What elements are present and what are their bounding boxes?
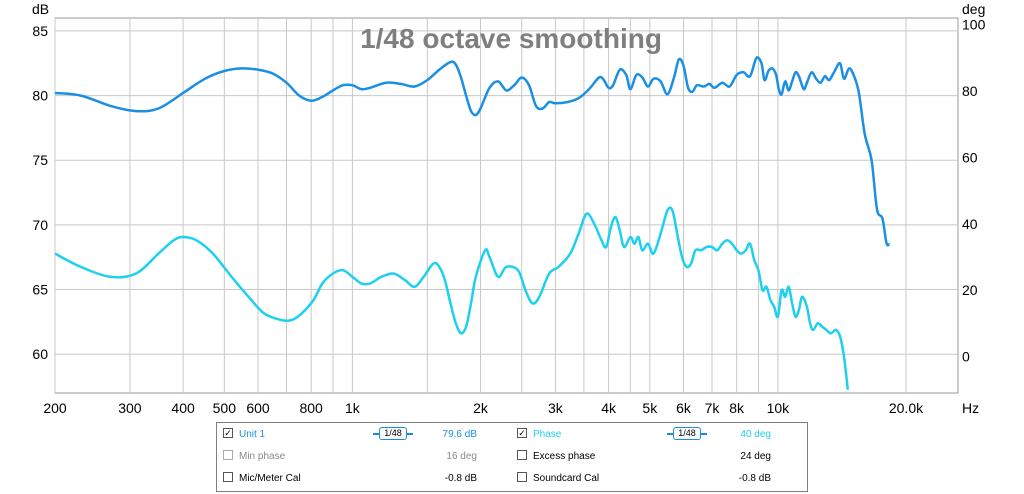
x-tick-label: 8k bbox=[729, 400, 745, 416]
x-tick-label: 2k bbox=[473, 400, 489, 416]
min-phase-checkbox[interactable] bbox=[223, 450, 233, 460]
unit1-checkbox[interactable]: ✓ bbox=[223, 428, 233, 438]
y-right-tick-label: 40 bbox=[962, 216, 978, 232]
legend-row: ✓ Unit 1 1/48 79.6 dB ✓ Phase 1/48 40 de… bbox=[217, 425, 807, 445]
legend-row: Min phase 16 deg Excess phase 24 deg bbox=[217, 447, 807, 467]
y-right-tick-label: 20 bbox=[962, 282, 978, 298]
x-tick-label: 10k bbox=[767, 400, 791, 416]
chart-title: 1/48 octave smoothing bbox=[360, 23, 662, 54]
x-tick-label: 500 bbox=[213, 400, 237, 416]
y-left-tick-label: 60 bbox=[32, 346, 48, 362]
x-tick-label: 5k bbox=[642, 400, 658, 416]
x-tick-label: 200 bbox=[43, 400, 67, 416]
soundcard-cal-checkbox[interactable] bbox=[517, 472, 527, 482]
y-left-tick-label: 70 bbox=[32, 217, 48, 233]
mic-meter-cal-value: -0.8 dB bbox=[444, 473, 477, 484]
phase-label: Phase bbox=[533, 429, 562, 440]
y-right-tick-label: 0 bbox=[962, 348, 970, 364]
x-tick-label: 300 bbox=[118, 400, 142, 416]
legend-panel: ✓ Unit 1 1/48 79.6 dB ✓ Phase 1/48 40 de… bbox=[216, 422, 808, 492]
x-tick-label: 3k bbox=[548, 400, 564, 416]
soundcard-cal-label: Soundcard Cal bbox=[533, 473, 600, 484]
legend-row: Mic/Meter Cal -0.8 dB Soundcard Cal -0.8… bbox=[217, 469, 807, 489]
x-tick-label: 600 bbox=[246, 400, 270, 416]
y-left-unit-label: dB bbox=[32, 1, 49, 17]
excess-phase-value: 24 deg bbox=[740, 451, 771, 462]
y-right-tick-label: 60 bbox=[962, 149, 978, 165]
phase-smoothing-button[interactable]: 1/48 bbox=[667, 427, 707, 440]
frequency-response-chart: 200 300 400 500 600 800 1k 2k 3k 4k 5k 6k 7k 8k 10k 20.… bbox=[32, 1, 986, 416]
excess-phase-label: Excess phase bbox=[533, 451, 596, 462]
plot-area bbox=[54, 17, 959, 394]
unit1-value: 79.6 dB bbox=[442, 429, 477, 440]
x-tick-label: 4k bbox=[601, 400, 617, 416]
min-phase-value: 16 deg bbox=[446, 451, 477, 462]
x-tick-label: 6k bbox=[676, 400, 692, 416]
x-tick-label: 7k bbox=[705, 400, 721, 416]
series-line-phase bbox=[55, 206, 850, 390]
x-tick-label: 800 bbox=[299, 400, 323, 416]
mic-meter-cal-label: Mic/Meter Cal bbox=[239, 473, 301, 484]
x-tick-label: 400 bbox=[171, 400, 195, 416]
excess-phase-checkbox[interactable] bbox=[517, 450, 527, 460]
y-right-unit-label: deg bbox=[962, 1, 985, 17]
x-tick-label: 1k bbox=[345, 400, 361, 416]
series-line-unit-1 bbox=[55, 56, 891, 247]
x-unit-label: Hz bbox=[962, 400, 979, 416]
unit1-smoothing-button[interactable]: 1/48 bbox=[373, 427, 413, 440]
y-left-tick-label: 80 bbox=[32, 88, 48, 104]
axes: 200 300 400 500 600 800 1k 2k 3k 4k 5k 6k 7k 8k 10k 20.… bbox=[32, 17, 985, 416]
phase-checkbox[interactable]: ✓ bbox=[517, 428, 527, 438]
y-left-tick-label: 65 bbox=[32, 282, 48, 298]
soundcard-cal-value: -0.8 dB bbox=[738, 473, 771, 484]
y-left-tick-label: 75 bbox=[32, 152, 48, 168]
unit1-label: Unit 1 bbox=[239, 429, 266, 440]
series-layer bbox=[55, 56, 891, 390]
grid bbox=[54, 18, 958, 393]
y-right-tick-label: 80 bbox=[962, 83, 978, 99]
mic-meter-cal-checkbox[interactable] bbox=[223, 472, 233, 482]
y-left-tick-label: 85 bbox=[32, 23, 48, 39]
x-tick-label: 20.0k bbox=[889, 400, 924, 416]
y-right-tick-label: 100 bbox=[962, 17, 986, 33]
min-phase-label: Min phase bbox=[239, 451, 286, 462]
phase-value: 40 deg bbox=[740, 429, 771, 440]
